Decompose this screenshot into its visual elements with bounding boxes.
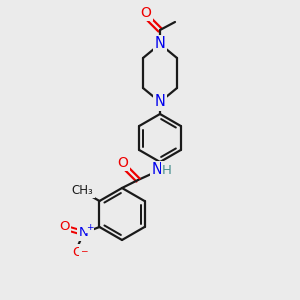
Text: N: N (154, 37, 165, 52)
Text: O: O (59, 220, 70, 232)
Text: N: N (152, 163, 162, 178)
Text: O: O (118, 156, 128, 170)
Text: +: + (86, 224, 93, 232)
Text: CH₃: CH₃ (72, 184, 93, 196)
Text: N: N (154, 94, 165, 110)
Text: H: H (162, 164, 172, 176)
Text: −: − (80, 247, 87, 256)
Text: O: O (72, 245, 83, 259)
Text: O: O (141, 6, 152, 20)
Text: N: N (79, 226, 88, 239)
